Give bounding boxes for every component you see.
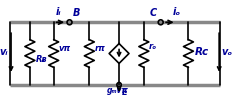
Text: rπ: rπ (94, 44, 105, 53)
Text: E: E (122, 88, 128, 97)
Text: gₘvπ: gₘvπ (107, 86, 129, 95)
Text: vₒ: vₒ (222, 47, 233, 56)
Text: C: C (150, 8, 157, 18)
Text: vᵢ: vᵢ (0, 47, 8, 56)
Text: iₒ: iₒ (173, 7, 181, 17)
Text: B: B (73, 8, 80, 18)
Text: iᵢ: iᵢ (56, 7, 61, 17)
Text: Rᴄ: Rᴄ (194, 47, 209, 56)
Text: rₒ: rₒ (149, 42, 157, 51)
Text: Rᴃ: Rᴃ (36, 55, 47, 64)
Text: vπ: vπ (59, 44, 71, 53)
